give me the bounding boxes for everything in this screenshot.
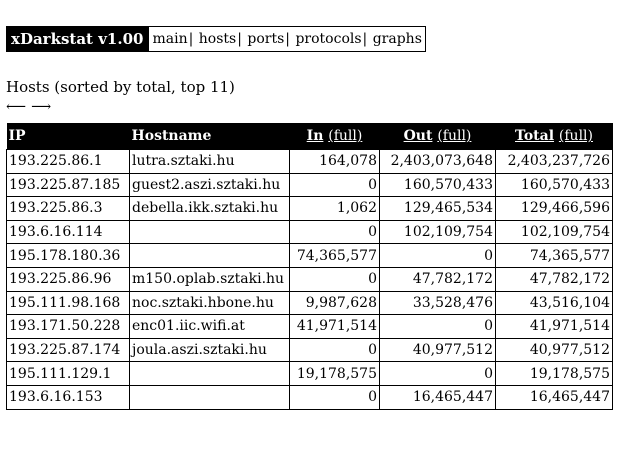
- bytes-in: 74,365,577: [289, 243, 380, 268]
- table-row: 193.225.87.174 joula.aszi.sztaki.hu 0 40,97…: [6, 337, 613, 363]
- col-header-in: In (full): [290, 123, 380, 150]
- host-hostname: guest2.aszi.sztaki.hu: [129, 172, 290, 198]
- bytes-total: 2,403,237,726: [495, 149, 613, 174]
- host-hostname: lutra.sztaki.hu: [129, 149, 290, 174]
- nav-link-main[interactable]: main: [152, 31, 188, 47]
- host-ip-link[interactable]: 195.178.180.36: [6, 243, 130, 268]
- page-title: Hosts (sorted by total, top 11): [6, 78, 235, 96]
- bytes-out: 129,465,534: [379, 196, 496, 221]
- host-ip-link[interactable]: 193.6.16.153: [6, 384, 130, 410]
- bytes-in: 0: [289, 219, 380, 245]
- bytes-out: 0: [379, 314, 496, 339]
- host-ip-link[interactable]: 193.6.16.114: [6, 219, 130, 245]
- bytes-total: 19,178,575: [495, 361, 613, 386]
- bytes-total: 41,971,514: [495, 314, 613, 339]
- next-arrow-icon[interactable]: ⟶: [31, 99, 53, 115]
- table-row: 195.111.98.168 noc.sztaki.hbone.hu 9,987,6…: [6, 290, 613, 316]
- bytes-in: 1,062: [289, 196, 380, 221]
- host-ip-link[interactable]: 195.111.98.168: [6, 290, 130, 316]
- bytes-in: 0: [289, 172, 380, 198]
- host-ip-link[interactable]: 193.225.87.185: [6, 172, 130, 198]
- sort-total-link[interactable]: Total: [515, 128, 555, 144]
- nav-links: main| hosts| ports| protocols| graphs: [152, 31, 422, 47]
- table-row: 193.225.86.96 m150.oplab.sztaki.hu 0 47,782…: [6, 266, 613, 292]
- bytes-total: 102,109,754: [495, 219, 613, 245]
- bytes-out: 47,782,172: [379, 266, 496, 292]
- host-ip-link[interactable]: 193.225.86.96: [6, 266, 130, 292]
- prev-arrow-icon[interactable]: ⟵: [6, 99, 28, 115]
- host-hostname: debella.ikk.sztaki.hu: [129, 196, 290, 221]
- sort-out-full-link[interactable]: (full): [437, 128, 472, 144]
- table-header-row: IP Hostname In (full) Out (full) Total (…: [6, 123, 613, 150]
- host-hostname: [129, 361, 290, 386]
- bytes-in: 41,971,514: [289, 314, 380, 339]
- bytes-total: 43,516,104: [495, 290, 613, 316]
- sort-total-full-link[interactable]: (full): [558, 128, 593, 144]
- sort-in-full-link[interactable]: (full): [328, 128, 363, 144]
- host-hostname: [129, 384, 290, 410]
- bytes-in: 9,987,628: [289, 290, 380, 316]
- sort-out-link[interactable]: Out: [403, 128, 433, 144]
- host-hostname: noc.sztaki.hbone.hu: [129, 290, 290, 316]
- bytes-out: 40,977,512: [379, 337, 496, 363]
- table-row: 193.6.16.153 0 16,465,447 16,465,447: [6, 384, 613, 410]
- bytes-in: 0: [289, 337, 380, 363]
- bytes-out: 0: [379, 361, 496, 386]
- nav-link-protocols[interactable]: protocols: [295, 31, 362, 47]
- bytes-out: 0: [379, 243, 496, 268]
- bytes-out: 102,109,754: [379, 219, 496, 245]
- bytes-out: 160,570,433: [379, 172, 496, 198]
- sort-in-link[interactable]: In: [306, 128, 324, 144]
- table-row: 195.111.129.1 19,178,575 0 19,178,575: [6, 361, 613, 386]
- col-header-total: Total (full): [496, 123, 613, 150]
- bytes-out: 16,465,447: [379, 384, 496, 410]
- table-row: 193.6.16.114 0 102,109,754 102,109,754: [6, 219, 613, 245]
- table-row: 195.178.180.36 74,365,577 0 74,365,577: [6, 243, 613, 268]
- table-row: 193.225.86.3 debella.ikk.sztaki.hu 1,062 12…: [6, 196, 613, 221]
- bytes-out: 2,403,073,648: [379, 149, 496, 174]
- host-ip-link[interactable]: 193.225.86.1: [6, 149, 130, 174]
- host-ip-link[interactable]: 195.111.129.1: [6, 361, 130, 386]
- host-hostname: enc01.iic.wifi.at: [129, 314, 290, 339]
- bytes-in: 164,078: [289, 149, 380, 174]
- app-title: xDarkstat v1.00: [7, 27, 150, 51]
- col-header-hostname: Hostname: [131, 128, 212, 144]
- nav-link-graphs[interactable]: graphs: [372, 31, 422, 47]
- bytes-total: 160,570,433: [495, 172, 613, 198]
- top-navbar: xDarkstat v1.00 main| hosts| ports| prot…: [6, 26, 426, 52]
- bytes-in: 19,178,575: [289, 361, 380, 386]
- nav-link-hosts[interactable]: hosts: [198, 31, 237, 47]
- bytes-total: 47,782,172: [495, 266, 613, 292]
- table-row: 193.171.50.228 enc01.iic.wifi.at 41,971,51…: [6, 314, 613, 339]
- pagination-arrows: ⟵ ⟶: [6, 99, 56, 115]
- host-ip-link[interactable]: 193.171.50.228: [6, 314, 130, 339]
- nav-link-ports[interactable]: ports: [247, 31, 285, 47]
- bytes-in: 0: [289, 266, 380, 292]
- col-header-ip: IP: [8, 128, 26, 144]
- bytes-total: 16,465,447: [495, 384, 613, 410]
- host-hostname: joula.aszi.sztaki.hu: [129, 337, 290, 363]
- host-hostname: [129, 243, 290, 268]
- table-row: 193.225.87.185 guest2.aszi.sztaki.hu 0 160,…: [6, 172, 613, 198]
- bytes-in: 0: [289, 384, 380, 410]
- bytes-total: 74,365,577: [495, 243, 613, 268]
- hosts-table: IP Hostname In (full) Out (full) Total (…: [6, 123, 613, 410]
- table-row: 193.225.86.1 lutra.sztaki.hu 164,078 2,403,…: [6, 149, 613, 174]
- bytes-out: 33,528,476: [379, 290, 496, 316]
- bytes-total: 129,466,596: [495, 196, 613, 221]
- host-ip-link[interactable]: 193.225.87.174: [6, 337, 130, 363]
- host-ip-link[interactable]: 193.225.86.3: [6, 196, 130, 221]
- host-hostname: [129, 219, 290, 245]
- col-header-out: Out (full): [380, 123, 496, 150]
- host-hostname: m150.oplab.sztaki.hu: [129, 266, 290, 292]
- bytes-total: 40,977,512: [495, 337, 613, 363]
